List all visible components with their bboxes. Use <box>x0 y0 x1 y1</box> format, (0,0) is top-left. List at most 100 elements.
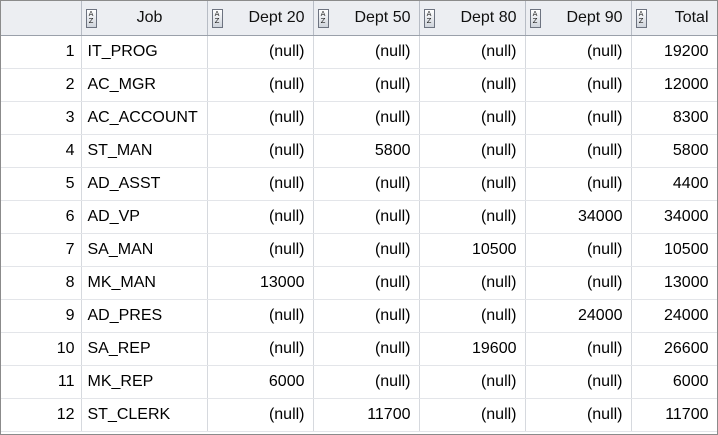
cell-job[interactable]: AD_VP <box>81 200 208 234</box>
cell-job[interactable]: ST_MAN <box>81 134 208 168</box>
cell-dept-20[interactable]: (null) <box>207 68 314 102</box>
table-row[interactable]: 3 AC_ACCOUNT (null) (null) (null) (null)… <box>1 101 717 135</box>
cell-job[interactable]: SA_REP <box>81 332 208 366</box>
cell-dept-50[interactable]: (null) <box>313 233 420 267</box>
table-row[interactable]: 8 MK_MAN 13000 (null) (null) (null) 1300… <box>1 266 717 300</box>
cell-dept-50[interactable]: (null) <box>313 332 420 366</box>
cell-total[interactable]: 34000 <box>631 200 717 234</box>
row-number[interactable]: 3 <box>1 101 82 135</box>
cell-total[interactable]: 8300 <box>631 101 717 135</box>
cell-dept-90[interactable]: (null) <box>525 68 632 102</box>
cell-dept-20[interactable]: (null) <box>207 167 314 201</box>
cell-dept-20[interactable]: (null) <box>207 101 314 135</box>
table-row[interactable]: 12 ST_CLERK (null) 11700 (null) (null) 1… <box>1 398 717 432</box>
row-number[interactable]: 6 <box>1 200 82 234</box>
cell-job[interactable]: AD_ASST <box>81 167 208 201</box>
cell-total[interactable]: 10500 <box>631 233 717 267</box>
row-number[interactable]: 10 <box>1 332 82 366</box>
table-row[interactable]: 10 SA_REP (null) (null) 19600 (null) 266… <box>1 332 717 366</box>
cell-dept-50[interactable]: (null) <box>313 299 420 333</box>
cell-dept-50[interactable]: 5800 <box>313 134 420 168</box>
cell-dept-50[interactable]: (null) <box>313 101 420 135</box>
row-number[interactable]: 4 <box>1 134 82 168</box>
cell-dept-90[interactable]: (null) <box>525 398 632 432</box>
cell-dept-50[interactable]: (null) <box>313 68 420 102</box>
cell-dept-50[interactable]: 11700 <box>313 398 420 432</box>
cell-total[interactable]: 6000 <box>631 365 717 399</box>
cell-dept-50[interactable]: (null) <box>313 167 420 201</box>
table-row[interactable]: 11 MK_REP 6000 (null) (null) (null) 6000 <box>1 365 717 399</box>
cell-dept-20[interactable]: (null) <box>207 35 314 69</box>
cell-dept-80[interactable]: (null) <box>419 35 526 69</box>
table-row[interactable]: 7 SA_MAN (null) (null) 10500 (null) 1050… <box>1 233 717 267</box>
cell-dept-80[interactable]: (null) <box>419 266 526 300</box>
cell-dept-80[interactable]: 10500 <box>419 233 526 267</box>
table-row[interactable]: 6 AD_VP (null) (null) (null) 34000 34000 <box>1 200 717 234</box>
cell-dept-50[interactable]: (null) <box>313 365 420 399</box>
cell-job[interactable]: AC_MGR <box>81 68 208 102</box>
row-number[interactable]: 1 <box>1 35 82 69</box>
cell-dept-80[interactable]: (null) <box>419 101 526 135</box>
cell-dept-20[interactable]: (null) <box>207 134 314 168</box>
cell-dept-80[interactable]: (null) <box>419 365 526 399</box>
table-row[interactable]: 9 AD_PRES (null) (null) (null) 24000 240… <box>1 299 717 333</box>
cell-dept-90[interactable]: (null) <box>525 134 632 168</box>
cell-total[interactable]: 13000 <box>631 266 717 300</box>
row-number[interactable]: 11 <box>1 365 82 399</box>
cell-total[interactable]: 12000 <box>631 68 717 102</box>
cell-job[interactable]: MK_REP <box>81 365 208 399</box>
row-number[interactable]: 7 <box>1 233 82 267</box>
cell-job[interactable]: SA_MAN <box>81 233 208 267</box>
cell-dept-90[interactable]: (null) <box>525 167 632 201</box>
cell-job[interactable]: AC_ACCOUNT <box>81 101 208 135</box>
cell-dept-80[interactable]: (null) <box>419 68 526 102</box>
cell-dept-20[interactable]: (null) <box>207 398 314 432</box>
cell-total[interactable]: 24000 <box>631 299 717 333</box>
cell-total[interactable]: 26600 <box>631 332 717 366</box>
cell-dept-90[interactable]: (null) <box>525 266 632 300</box>
cell-dept-90[interactable]: (null) <box>525 332 632 366</box>
cell-dept-20[interactable]: (null) <box>207 332 314 366</box>
cell-total[interactable]: 11700 <box>631 398 717 432</box>
cell-dept-50[interactable]: (null) <box>313 35 420 69</box>
cell-job[interactable]: IT_PROG <box>81 35 208 69</box>
row-number[interactable]: 9 <box>1 299 82 333</box>
cell-total[interactable]: 5800 <box>631 134 717 168</box>
table-row[interactable]: 2 AC_MGR (null) (null) (null) (null) 120… <box>1 68 717 102</box>
cell-dept-80[interactable]: (null) <box>419 299 526 333</box>
cell-dept-90[interactable]: (null) <box>525 233 632 267</box>
table-row[interactable]: 5 AD_ASST (null) (null) (null) (null) 44… <box>1 167 717 201</box>
cell-dept-90[interactable]: 24000 <box>525 299 632 333</box>
cell-dept-90[interactable]: (null) <box>525 35 632 69</box>
cell-dept-80[interactable]: 19600 <box>419 332 526 366</box>
cell-dept-20[interactable]: (null) <box>207 233 314 267</box>
row-number[interactable]: 2 <box>1 68 82 102</box>
cell-dept-80[interactable]: (null) <box>419 398 526 432</box>
cell-dept-50[interactable]: (null) <box>313 200 420 234</box>
cell-dept-90[interactable]: (null) <box>525 365 632 399</box>
table-row[interactable]: 1 IT_PROG (null) (null) (null) (null) 19… <box>1 35 717 69</box>
cell-dept-50[interactable]: (null) <box>313 266 420 300</box>
row-number[interactable]: 8 <box>1 266 82 300</box>
cell-dept-20[interactable]: (null) <box>207 200 314 234</box>
cell-dept-20[interactable]: 6000 <box>207 365 314 399</box>
cell-job[interactable]: MK_MAN <box>81 266 208 300</box>
cell-job[interactable]: AD_PRES <box>81 299 208 333</box>
table-row[interactable]: 4 ST_MAN (null) 5800 (null) (null) 5800 <box>1 134 717 168</box>
cell-total[interactable]: 19200 <box>631 35 717 69</box>
cell-job[interactable]: ST_CLERK <box>81 398 208 432</box>
cell-dept-80[interactable]: (null) <box>419 134 526 168</box>
cell-dept-80[interactable]: (null) <box>419 167 526 201</box>
